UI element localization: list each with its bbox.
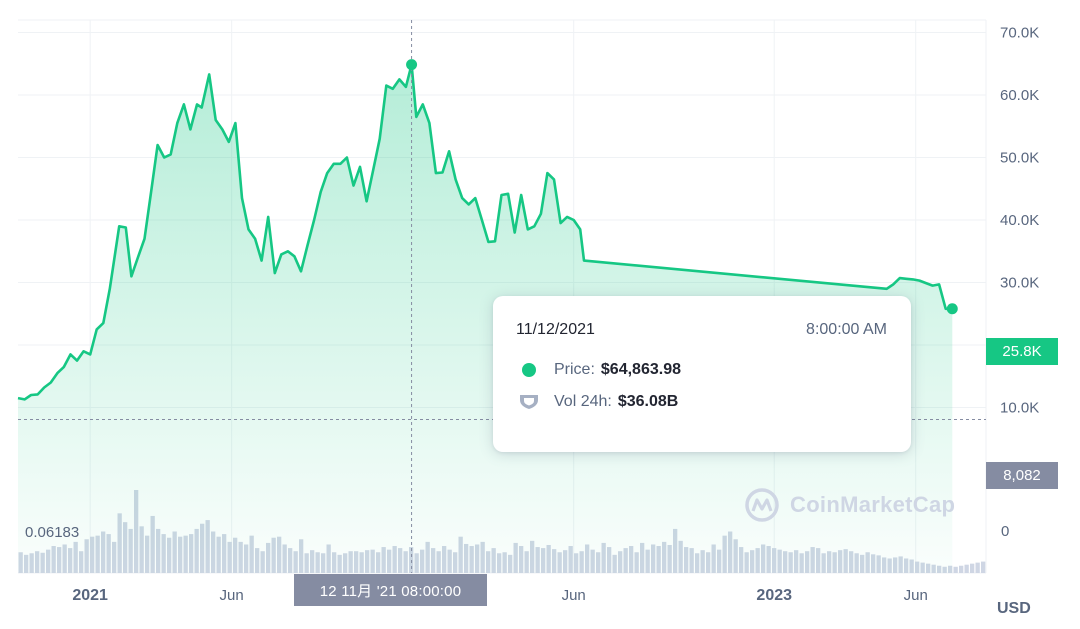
cursor-time-badge: 12 11月 '21 08:00:00 (294, 574, 487, 606)
price-dot-icon (522, 363, 536, 377)
current-price-badge: 25.8K (986, 338, 1058, 365)
x-tick-label: 2023 (756, 587, 792, 604)
data-tooltip: 11/12/2021 8:00:00 AM Price: $64,863.98 … (493, 296, 911, 452)
x-tick-label: Jun (904, 587, 928, 604)
low-price-badge: 8,082 (986, 462, 1058, 489)
coinmarketcap-logo-icon (745, 488, 779, 522)
volume-scale-label: 0.06183 (25, 524, 80, 541)
tooltip-price-value: $64,863.98 (600, 361, 681, 378)
volume-bar (981, 561, 986, 573)
volume-shield-icon (520, 395, 538, 409)
currency-unit: USD (997, 600, 1031, 617)
tooltip-price-label: Price: (554, 361, 595, 378)
tooltip-date: 11/12/2021 (516, 321, 595, 338)
y-tick-label: 40.0K (1000, 212, 1039, 229)
tooltip-time: 8:00:00 AM (806, 321, 887, 338)
y-tick-label: 50.0K (1000, 150, 1039, 167)
y-tick-label: 30.0K (1000, 275, 1039, 292)
y-tick-label: 10.0K (1000, 400, 1039, 417)
x-tick-label: 2021 (72, 587, 108, 604)
x-axis: 2021 Jun Jun 2023 Jun (72, 587, 927, 604)
x-tick-label: Jun (220, 587, 244, 604)
tooltip-vol-label: Vol 24h: (554, 393, 612, 410)
volume-bar (953, 566, 958, 573)
volume-bar (970, 563, 975, 573)
volume-zero-tick: 0 (1001, 523, 1009, 540)
tooltip-vol-value: $36.08B (617, 393, 679, 410)
price-line (17, 63, 953, 401)
volume-bar (975, 562, 980, 573)
volume-bar (964, 564, 969, 573)
y-tick-label: 60.0K (1000, 87, 1039, 104)
volume-bar (959, 565, 964, 573)
watermark-text: CoinMarketCap (790, 492, 956, 517)
y-tick-label: 70.0K (1000, 25, 1039, 42)
x-tick-label: Jun (562, 587, 586, 604)
peak-point (406, 59, 418, 71)
coinmarketcap-watermark: CoinMarketCap (744, 487, 955, 523)
last-price-point (946, 303, 958, 315)
